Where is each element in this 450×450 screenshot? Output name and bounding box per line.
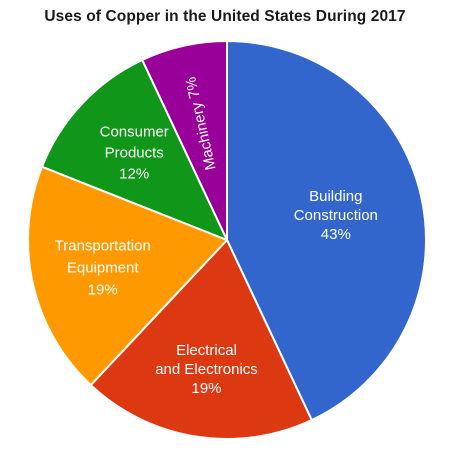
slice-label-electrical-and-electronics: Electrical and Electronics 19% <box>155 342 258 397</box>
slice-label-line: 12% <box>119 165 149 182</box>
slice-label-transportation-equipment: Transportation Equipment 19% <box>55 237 151 298</box>
slice-label-line: and Electronics <box>155 361 258 378</box>
slice-label-line: Transportation <box>55 237 151 254</box>
slice-label-line: Building <box>309 188 362 205</box>
pie-slice-machinery <box>141 40 228 241</box>
slice-label-building-construction: Building Construction 43% <box>294 188 378 243</box>
slice-label-line: 19% <box>88 281 118 298</box>
chart-title: Uses of Copper in the United States Duri… <box>44 8 406 25</box>
pie-slice-building-construction <box>226 40 427 422</box>
slice-label-line: Equipment <box>67 259 140 276</box>
slice-label-line: Electrical <box>176 342 237 359</box>
slice-label-line: Products <box>105 144 164 161</box>
slice-label-line: 43% <box>321 226 351 243</box>
pie-slice-consumer-products <box>40 58 228 241</box>
slice-label-line: Construction <box>294 207 378 224</box>
slice-label-consumer-products: Consumer Products 12% <box>100 123 169 182</box>
pie-slice-electrical-and-electronics <box>89 239 313 440</box>
slice-label-line: Consumer <box>100 123 169 140</box>
slice-label-line: 19% <box>191 380 221 397</box>
